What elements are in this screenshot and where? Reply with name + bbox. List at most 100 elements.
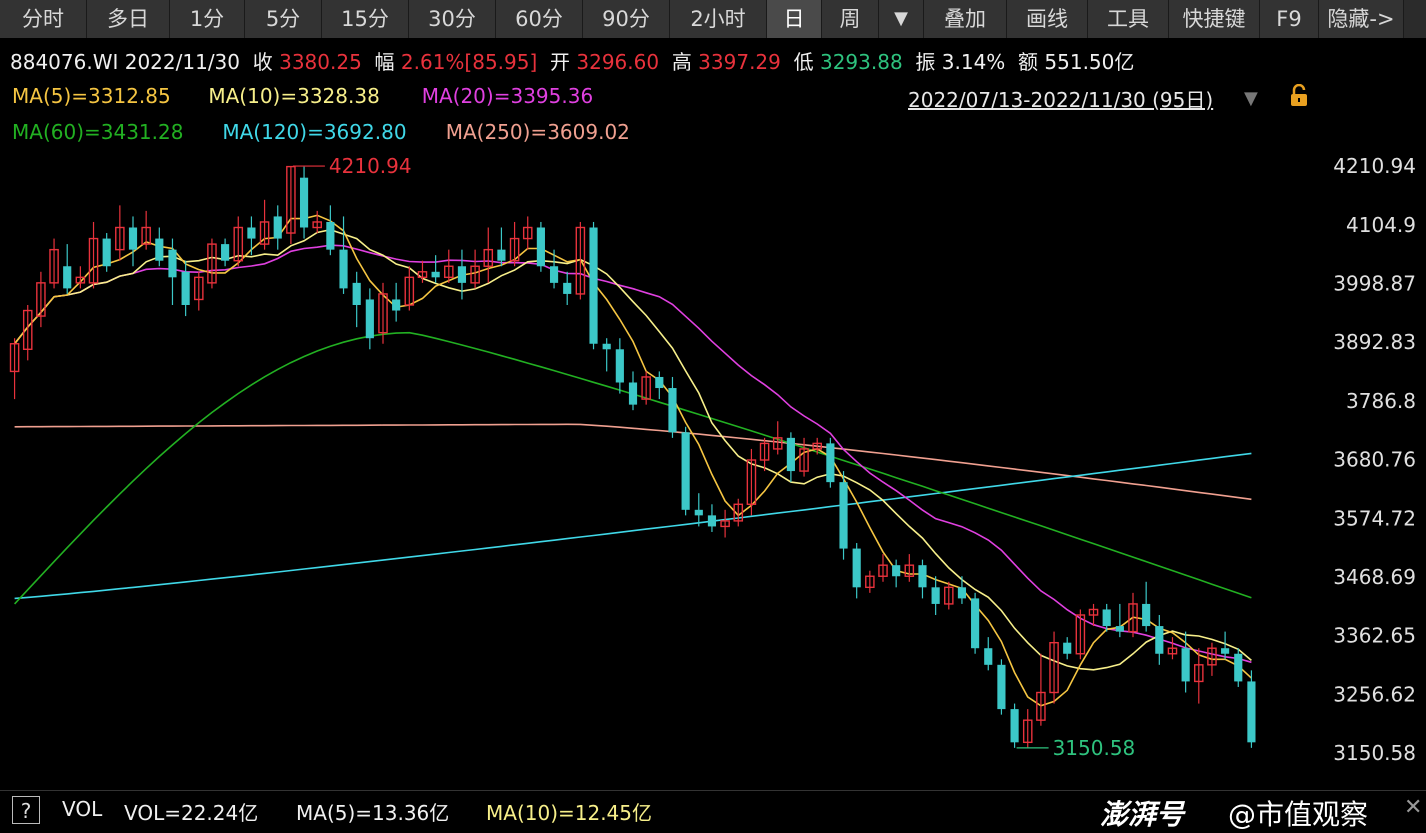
code-date: 884076.WI 2022/11/30 xyxy=(10,50,241,74)
amount-value: 551.50亿 xyxy=(1044,50,1135,74)
candle-body xyxy=(312,221,322,229)
tab-6[interactable]: 60分 xyxy=(496,0,583,38)
candle-body xyxy=(470,265,480,284)
candle-body xyxy=(904,564,915,577)
y-tick-label: 3680.76 xyxy=(1333,448,1416,472)
tab-12[interactable]: 叠加 xyxy=(924,0,1007,38)
period-toolbar: 分时 多日 1分 5分 15分 30分 60分 90分 2小时日周 ▼ 叠加 画线 工具 快捷键 F9 隐藏-… xyxy=(0,0,1426,38)
candle-body xyxy=(746,459,757,505)
low-annotation: 3150.58 xyxy=(1053,736,1136,760)
ma60-legend: MA(60)=3431.28 xyxy=(12,120,184,144)
candle-body xyxy=(155,238,164,261)
close-icon[interactable]: ✕ xyxy=(1404,795,1423,820)
candle-body xyxy=(207,243,217,284)
tab-3[interactable]: 5分 xyxy=(245,0,322,38)
candle-body xyxy=(1247,681,1256,743)
candle-body xyxy=(589,227,598,344)
candle-body xyxy=(1167,647,1178,655)
candle-body xyxy=(1155,626,1164,654)
candle-body xyxy=(444,265,454,279)
y-tick-label: 3574.72 xyxy=(1333,506,1416,530)
high-value: 3397.29 xyxy=(698,50,781,74)
candle-body xyxy=(878,564,888,577)
vol-ma5: MA(5)=13.36亿 xyxy=(296,801,450,825)
candle-body xyxy=(641,376,651,400)
vol-ma10: MA(10)=12.45亿 xyxy=(486,801,653,825)
tab-11[interactable]: ▼ xyxy=(879,0,924,38)
candle-body xyxy=(1221,648,1230,654)
tab-13[interactable]: 画线 xyxy=(1007,0,1088,38)
y-tick-label: 3362.65 xyxy=(1333,624,1416,648)
candle-body xyxy=(1102,609,1111,627)
tab-5[interactable]: 30分 xyxy=(409,0,496,38)
candle-body xyxy=(1075,614,1086,655)
candle-body xyxy=(563,282,572,294)
date-range[interactable]: 2022/07/13-2022/11/30 (95日) xyxy=(908,88,1214,112)
candle-body xyxy=(1142,603,1151,627)
candle-body xyxy=(655,376,664,389)
candle-body xyxy=(233,226,244,262)
candle-body xyxy=(392,299,401,311)
tab-14[interactable]: 工具 xyxy=(1088,0,1169,38)
help-button[interactable]: ? xyxy=(12,796,40,824)
candle-body xyxy=(1128,603,1138,633)
candle-body xyxy=(602,343,611,350)
candle-body xyxy=(299,177,309,228)
candle-body xyxy=(615,349,624,383)
tab-10[interactable]: 周 xyxy=(822,0,879,38)
candle-body xyxy=(273,216,282,239)
volume-bar: ? VOL VOL=22.24亿 MA(5)=13.36亿 MA(10)=12.… xyxy=(0,790,1426,831)
watermark-logo: 澎湃号 xyxy=(1100,798,1185,831)
candle-body xyxy=(971,598,980,649)
candlestick-chart[interactable]: 4210.94 4104.9 3998.87 3892.83 3786.8 3680.76… xyxy=(0,150,1426,790)
tab-8[interactable]: 2小时 xyxy=(670,0,767,38)
candle-body xyxy=(49,248,59,284)
vol-label: VOL xyxy=(62,797,103,821)
candle-body xyxy=(339,249,348,289)
candle-body xyxy=(826,443,835,483)
ma5-legend: MA(5)=3312.85 xyxy=(12,84,171,108)
candle-body xyxy=(431,271,440,278)
candle-body xyxy=(759,442,770,461)
tab-17[interactable]: 隐藏-> xyxy=(1319,0,1404,38)
tab-15[interactable]: 快捷键 xyxy=(1169,0,1260,38)
tab-1[interactable]: 多日 xyxy=(87,0,170,38)
amplitude-label: 振 xyxy=(915,50,936,74)
open-value: 3296.60 xyxy=(576,50,660,74)
y-tick-label: 3256.62 xyxy=(1333,682,1416,706)
candle-body xyxy=(1088,608,1099,616)
candle-body xyxy=(786,437,795,472)
candle-body xyxy=(365,299,374,339)
change-label: 幅 xyxy=(374,50,395,74)
candle-body xyxy=(378,293,388,334)
candle-body xyxy=(997,664,1006,710)
ma-legend-row-1: MA(5)=3312.85 MA(10)=3328.38 MA(20)=3395… xyxy=(12,84,593,108)
vol-value: VOL=22.24亿 xyxy=(124,801,259,825)
ma250-line xyxy=(14,423,1252,501)
candle-body xyxy=(733,503,744,522)
tab-9[interactable]: 日 xyxy=(767,0,822,38)
candle-body xyxy=(417,271,428,279)
range-dropdown-icon[interactable]: ▼ xyxy=(1244,88,1258,109)
ma120-legend: MA(120)=3692.80 xyxy=(222,120,407,144)
y-tick-label: 3786.8 xyxy=(1346,389,1416,413)
candle-body xyxy=(944,586,954,605)
ma20-line xyxy=(13,244,1252,664)
tab-4[interactable]: 15分 xyxy=(322,0,409,38)
candle-body xyxy=(852,548,861,588)
tab-7[interactable]: 90分 xyxy=(583,0,670,38)
candle-body xyxy=(1010,709,1019,743)
y-tick-label: 4104.9 xyxy=(1346,213,1416,237)
candle-body xyxy=(88,237,99,284)
open-label: 开 xyxy=(550,50,571,74)
lock-icon[interactable] xyxy=(1288,84,1310,108)
candle-body xyxy=(286,165,296,234)
candle-body xyxy=(628,382,638,405)
tab-0[interactable]: 分时 xyxy=(0,0,87,38)
ma250-legend: MA(250)=3609.02 xyxy=(445,120,630,144)
candle-body xyxy=(668,388,677,433)
tab-2[interactable]: 1分 xyxy=(170,0,245,38)
tab-16[interactable]: F9 xyxy=(1260,0,1319,38)
candle-body xyxy=(247,227,256,239)
candle-body xyxy=(22,309,33,350)
